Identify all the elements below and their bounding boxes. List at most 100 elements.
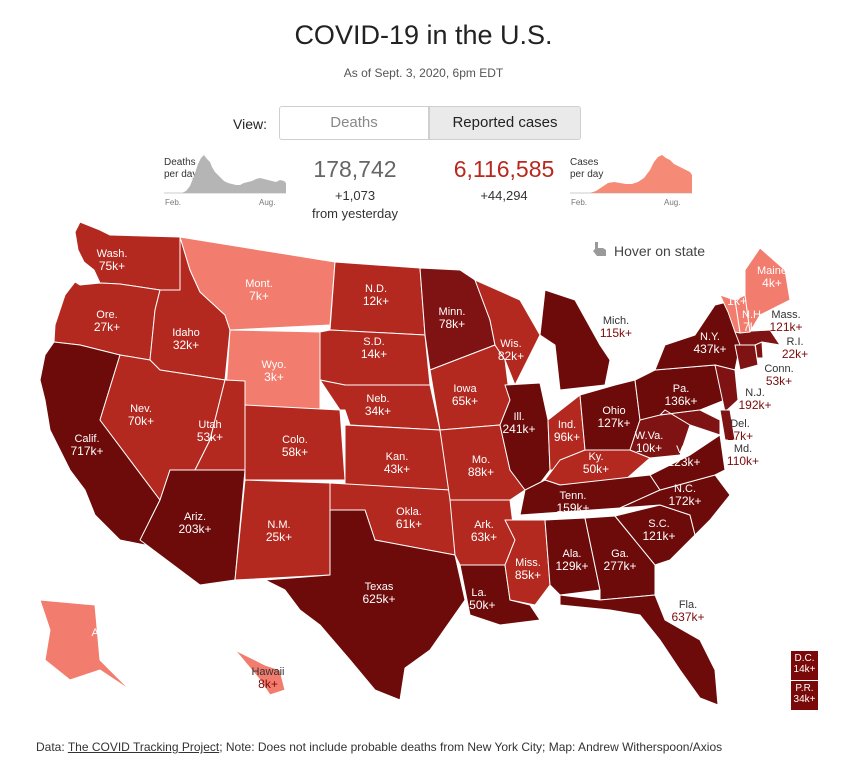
state-name-wis: Wis. <box>500 338 521 350</box>
state-label-ill: Ill. 241k+ <box>502 411 535 436</box>
state-name-nc: N.C. <box>674 483 696 495</box>
deaths-sparkline-area <box>164 155 286 193</box>
state-name-ny: N.Y. <box>700 331 720 343</box>
state-label-wva: W.Va. 10k+ <box>635 430 664 455</box>
cases-label-line1: Cases <box>570 157 599 168</box>
state-value-ariz: 203k+ <box>178 522 211 536</box>
state-shape-wis[interactable] <box>474 279 541 386</box>
state-label-fla: Fla. 637k+ <box>671 599 704 624</box>
state-name-tenn: Tenn. <box>560 490 587 502</box>
deaths-change-note: from yesterday <box>312 206 398 221</box>
cases-total: 6,116,585 <box>453 156 555 182</box>
state-value-wyo: 3k+ <box>264 370 284 384</box>
state-shape-hawaii[interactable] <box>234 649 286 696</box>
state-label-ky: Ky. 50k+ <box>583 451 609 476</box>
state-label-mont: Mont. 7k+ <box>245 278 273 303</box>
state-box-dc[interactable]: D.C. 14k+ <box>791 651 818 680</box>
state-shape-mich[interactable] <box>539 289 611 391</box>
state-label-la: La. 150k+ <box>462 587 495 612</box>
state-label-conn: Conn. 53k+ <box>764 363 793 388</box>
state-name-dc: D.C. <box>794 653 815 664</box>
state-label-nm: N.M. 25k+ <box>266 519 292 544</box>
footer-source-link[interactable]: The COVID Tracking Project <box>67 740 220 754</box>
state-name-ga: Ga. <box>611 548 629 560</box>
cases-view-button[interactable]: Reported cases <box>429 106 581 140</box>
state-shape-conn[interactable] <box>734 344 759 371</box>
state-shape-wash[interactable] <box>74 221 181 291</box>
state-value-nc: 172k+ <box>668 494 701 508</box>
state-label-kan: Kan. 43k+ <box>384 451 410 476</box>
state-shape-va[interactable] <box>649 434 726 491</box>
cases-sparkline-label: Cases per day <box>570 157 603 181</box>
state-name-mass: Mass. <box>771 309 800 321</box>
cases-tick-start: Feb. <box>571 198 588 207</box>
state-value-okla: 61k+ <box>396 517 422 531</box>
state-shape-vt[interactable] <box>719 294 741 334</box>
footer-credits: Data: The COVID Tracking Project; Note: … <box>36 740 722 754</box>
deaths-total: 178,742 <box>313 156 397 182</box>
state-shape-del[interactable] <box>719 409 736 441</box>
state-label-mo: Mo. 88k+ <box>468 454 494 479</box>
state-value-hawaii: 8k+ <box>258 677 278 691</box>
state-name-nd: N.D. <box>365 283 387 295</box>
state-value-ala: 129k+ <box>555 559 588 573</box>
state-value-ri: 22k+ <box>782 347 808 361</box>
state-label-va: Va. 123k+ <box>667 444 700 469</box>
state-value-mo: 88k+ <box>468 465 494 479</box>
state-value-md: 110k+ <box>727 454 759 468</box>
state-value-calif: 717k+ <box>70 444 103 458</box>
state-shape-fla[interactable] <box>559 594 719 706</box>
state-value-sd: 14k+ <box>361 347 387 361</box>
state-name-wash: Wash. <box>97 248 128 260</box>
state-shape-nj[interactable] <box>714 364 739 413</box>
state-shape-ariz[interactable] <box>139 469 246 586</box>
state-name-ky: Ky. <box>588 451 603 463</box>
deaths-sparkline <box>164 155 286 194</box>
state-value-nj: 192k+ <box>738 398 771 412</box>
state-label-ariz: Ariz. 203k+ <box>178 511 211 536</box>
state-label-ri: R.I. 22k+ <box>782 336 808 361</box>
state-name-utah: Utah <box>198 419 221 431</box>
state-shape-mass[interactable] <box>734 329 781 346</box>
page-subtitle: As of Sept. 3, 2020, 6pm EDT <box>343 66 504 80</box>
state-label-del: Del. 17k+ <box>727 418 753 443</box>
state-value-conn: 53k+ <box>766 374 792 388</box>
state-shape-texas[interactable] <box>264 509 466 701</box>
state-value-wva: 10k+ <box>636 441 662 455</box>
state-value-ill: 241k+ <box>502 422 535 436</box>
state-label-wis: Wis. 82k+ <box>498 338 524 363</box>
state-value-sc: 121k+ <box>642 529 675 543</box>
state-label-miss: Miss. 85k+ <box>515 557 541 582</box>
cases-sparkline-area <box>570 155 692 193</box>
state-name-ill: Ill. <box>514 411 525 423</box>
state-shape-ala[interactable] <box>544 517 601 596</box>
state-label-colo: Colo. 58k+ <box>282 434 308 459</box>
state-name-nev: Nev. <box>130 403 152 415</box>
state-label-utah: Utah 53k+ <box>197 419 223 444</box>
cases-change: +44,294 <box>480 188 528 203</box>
state-shape-md[interactable] <box>659 409 721 436</box>
state-label-md: Md. 110k+ <box>727 443 759 468</box>
state-name-va: Va. <box>676 444 692 456</box>
state-name-del: Del. <box>730 418 750 430</box>
state-shape-alaska[interactable] <box>39 599 131 691</box>
state-name-mich: Mich. <box>603 315 629 327</box>
state-value-minn: 78k+ <box>439 317 465 331</box>
state-name-neb: Neb. <box>366 393 389 405</box>
footer-prefix: Data: <box>36 740 68 754</box>
state-label-minn: Minn. 78k+ <box>439 306 466 331</box>
state-shape-maine[interactable] <box>744 247 791 333</box>
state-name-vt: Vt. <box>730 283 743 295</box>
state-name-nj: N.J. <box>745 387 765 399</box>
state-name-md: Md. <box>734 443 752 455</box>
state-value-maine: 4k+ <box>762 276 782 290</box>
state-label-nh: N.H. 7k+ <box>742 309 764 334</box>
state-name-nh: N.H. <box>742 309 764 321</box>
state-box-pr[interactable]: P.R. 34k+ <box>791 681 818 710</box>
state-label-ind: Ind. 96k+ <box>554 419 580 444</box>
deaths-view-button[interactable]: Deaths <box>279 106 429 140</box>
state-label-wash: Wash. 75k+ <box>97 248 128 273</box>
state-label-alaska: Alaska 6k+ <box>91 627 125 652</box>
state-label-sc: S.C. 121k+ <box>642 518 675 543</box>
page-title: COVID-19 in the U.S. <box>294 20 553 50</box>
